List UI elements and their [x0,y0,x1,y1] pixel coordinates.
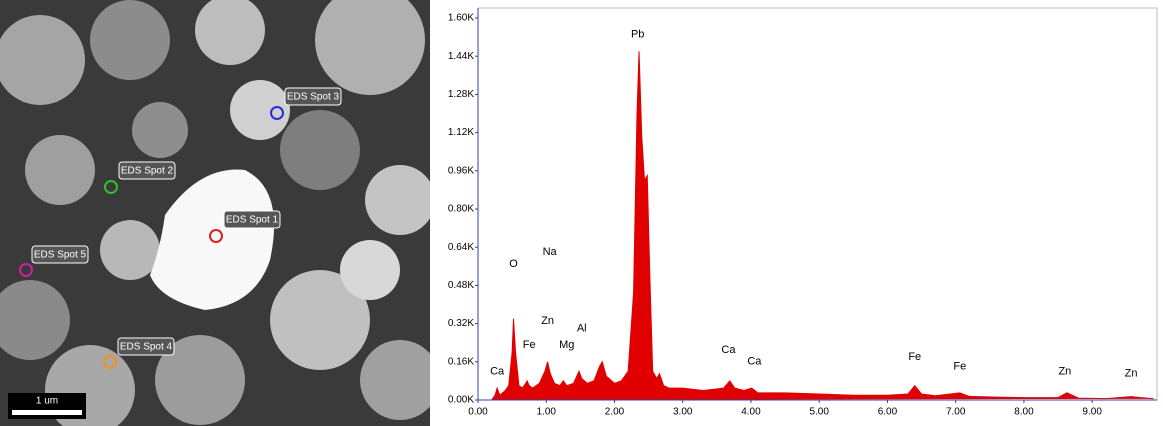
spot-label: EDS Spot 5 [34,250,87,261]
x-tick-label: 8.00 [1014,407,1034,418]
y-tick-label: 1.28K [448,89,474,100]
y-tick-label: 0.16K [448,356,474,367]
peak-label: Pb [631,29,644,41]
peak-label: Fe [523,339,536,351]
peak-label: Fe [908,351,921,363]
spot-1: EDS Spot 1 [209,210,281,243]
spectrum-area [491,51,1154,401]
y-tick-label: 1.60K [448,13,474,24]
y-tick-label: 1.12K [448,127,474,138]
spot-label: EDS Spot 2 [121,166,174,177]
peak-label: Mg [559,339,574,351]
peak-label: Fe [953,360,966,372]
sem-image: EDS Spot 1 EDS Spot 2 EDS Spot 3 EDS Spo… [0,0,430,426]
y-tick-label: 0.00K [448,395,474,406]
peak-label: O [509,258,518,270]
y-tick-label: 0.48K [448,280,474,291]
y-tick-label: 0.80K [448,204,474,215]
x-tick-label: 3.00 [673,407,693,418]
x-tick-label: 6.00 [878,407,898,418]
spectrum-chart: 0.00K 0.16K 0.32K 0.48K 0.64K 0.80K 0.96K 1.12K… [448,7,1158,418]
scale-bar [12,410,82,415]
spot-2: EDS Spot 2 [104,161,176,194]
peak-label: Zn [541,315,554,327]
spot-label: EDS Spot 3 [287,92,340,103]
spot-label: EDS Spot 1 [226,215,279,226]
peak-label: Zn [1125,368,1138,380]
x-tick-label: 7.00 [946,407,966,418]
x-tick-label: 5.00 [809,407,829,418]
y-tick-label: 0.32K [448,318,474,329]
y-tick-label: 1.44K [448,51,474,62]
peak-label: Ca [490,365,505,377]
particles [0,0,430,426]
x-tick-label: 0.00 [468,407,488,418]
plot-frame [477,7,1158,401]
x-tick-label: 1.00 [537,407,557,418]
peak-label: Zn [1058,365,1071,377]
x-tick-label: 9.00 [1082,407,1102,418]
x-tick-label: 4.00 [741,407,761,418]
peak-label: Na [543,246,558,258]
x-tick-label: 2.00 [605,407,625,418]
y-tick-label: 0.64K [448,242,474,253]
scale-bar-label: 1 um [36,396,58,407]
y-tick-label: 0.96K [448,165,474,176]
peak-label: Ca [721,344,736,356]
spot-5: EDS Spot 5 [19,245,89,277]
peak-label: Ca [747,356,762,368]
spot-label: EDS Spot 4 [120,342,173,353]
spot-3: EDS Spot 3 [270,87,342,120]
spot-4: EDS Spot 4 [103,337,175,369]
peak-label: Al [577,322,587,334]
